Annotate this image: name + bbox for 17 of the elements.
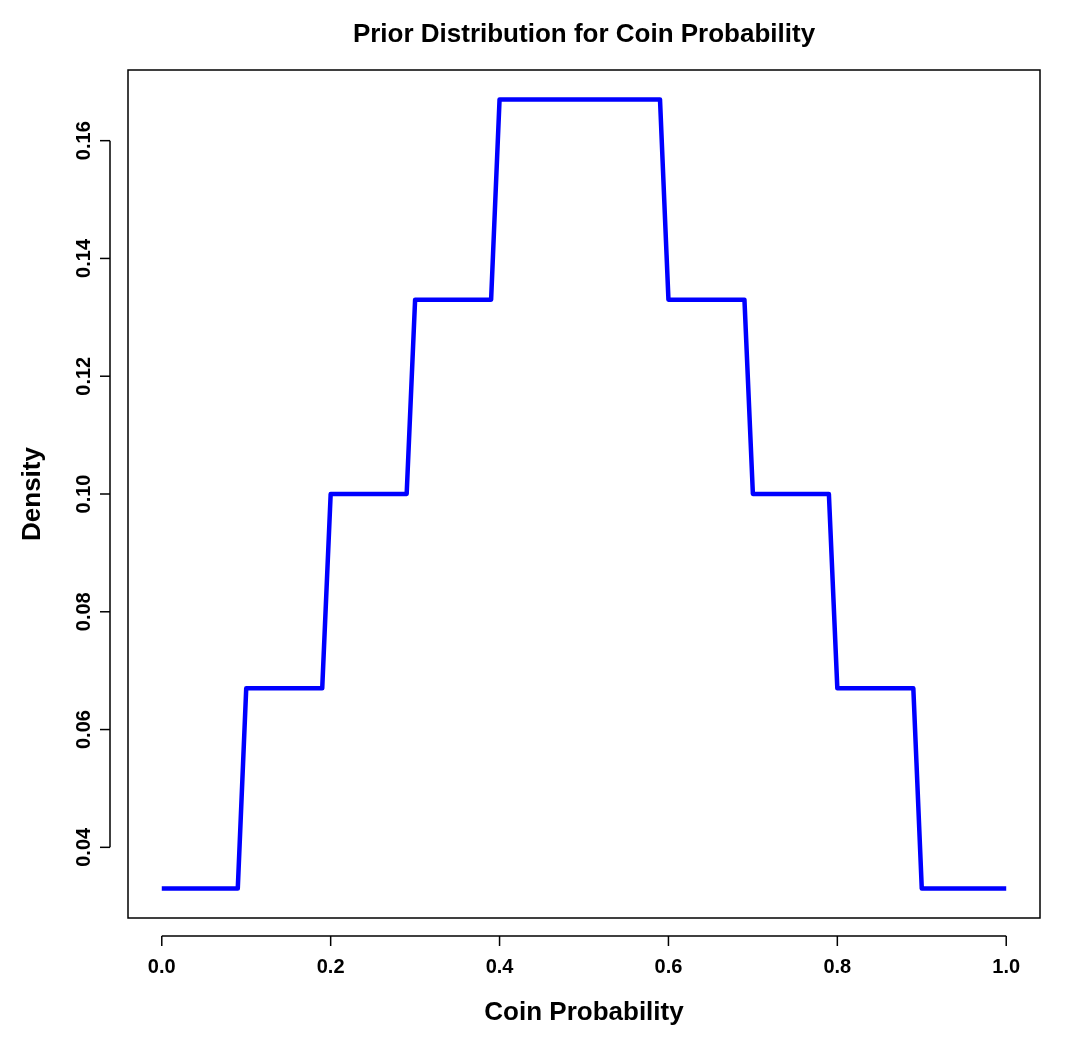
y-axis-title: Density bbox=[16, 446, 46, 541]
chart-title: Prior Distribution for Coin Probability bbox=[352, 18, 816, 48]
x-tick-label: 0.4 bbox=[485, 955, 515, 977]
y-tick-label: 0.16 bbox=[72, 121, 94, 161]
x-tick-label: 0.0 bbox=[147, 955, 176, 977]
x-tick-label: 0.2 bbox=[316, 955, 345, 977]
x-tick-label: 0.6 bbox=[654, 955, 683, 977]
y-tick-label: 0.06 bbox=[72, 710, 94, 750]
y-tick-label: 0.12 bbox=[72, 356, 94, 396]
y-tick-label: 0.04 bbox=[72, 827, 94, 867]
x-tick-label: 0.8 bbox=[823, 955, 852, 977]
y-tick-label: 0.14 bbox=[72, 238, 94, 278]
y-tick-label: 0.10 bbox=[72, 474, 94, 514]
line-series bbox=[159, 97, 1009, 891]
x-tick-label: 1.0 bbox=[992, 955, 1021, 977]
x-axis-title: Coin Probability bbox=[484, 996, 685, 1026]
y-tick-label: 0.08 bbox=[72, 592, 94, 632]
